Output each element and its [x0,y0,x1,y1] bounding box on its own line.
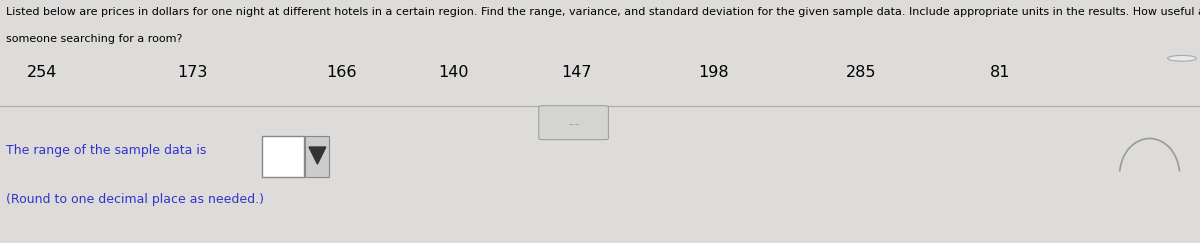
Circle shape [1168,55,1196,61]
Text: 81: 81 [990,65,1010,80]
Text: 285: 285 [846,65,876,80]
FancyBboxPatch shape [262,136,305,177]
Text: 140: 140 [438,65,468,80]
Text: 254: 254 [26,65,56,80]
FancyBboxPatch shape [539,106,608,140]
Text: 173: 173 [178,65,208,80]
Text: 166: 166 [326,65,356,80]
Text: .....: ..... [568,118,580,127]
FancyBboxPatch shape [305,136,329,177]
Text: Listed below are prices in dollars for one night at different hotels in a certai: Listed below are prices in dollars for o… [6,7,1200,17]
Text: The range of the sample data is: The range of the sample data is [6,144,206,157]
Text: 147: 147 [562,65,592,80]
Polygon shape [310,147,326,164]
Text: (Round to one decimal place as needed.): (Round to one decimal place as needed.) [6,193,264,206]
Text: 198: 198 [698,65,730,80]
Text: someone searching for a room?: someone searching for a room? [6,34,182,44]
